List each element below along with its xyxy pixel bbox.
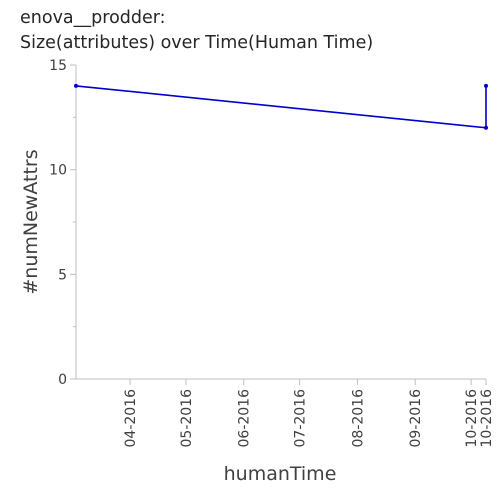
- series-line: [75, 85, 487, 129]
- x-tick-label: 09-2016: [408, 389, 424, 448]
- chart-title-line-1: enova__prodder:: [20, 8, 166, 28]
- data-point: [484, 125, 488, 130]
- y-tick-label: 5: [58, 267, 67, 283]
- axes: [75, 65, 486, 380]
- y-axis-label: #numNewAttrs: [20, 149, 42, 294]
- y-tick-label: 10: [49, 163, 67, 179]
- x-tick-label: 07-2016: [293, 389, 309, 448]
- y-tick-label: 0: [58, 372, 67, 388]
- x-tick-label: 10-2016: [464, 389, 480, 448]
- x-tick-label: 05-2016: [179, 389, 195, 448]
- x-tick-label: 08-2016: [350, 389, 366, 448]
- x-axis-ticks: 04-2016 05-2016 06-2016 07-2016 08-2016 09-20…: [123, 379, 495, 448]
- data-point: [74, 83, 78, 88]
- chart-title-line-2: Size(attributes) over Time(Human Time): [20, 33, 374, 53]
- data-point: [484, 83, 488, 88]
- x-tick-label: 10-2016: [479, 389, 495, 448]
- chart-title: enova__prodder: Size(attributes) over Ti…: [20, 6, 373, 56]
- x-tick-label: 04-2016: [123, 389, 139, 448]
- series-layer: [74, 83, 488, 130]
- x-tick-label: 06-2016: [237, 389, 253, 448]
- y-axis-ticks: 0 5 10 15: [49, 58, 76, 388]
- y-tick-label: 15: [49, 58, 67, 74]
- x-axis-label: humanTime: [224, 463, 337, 485]
